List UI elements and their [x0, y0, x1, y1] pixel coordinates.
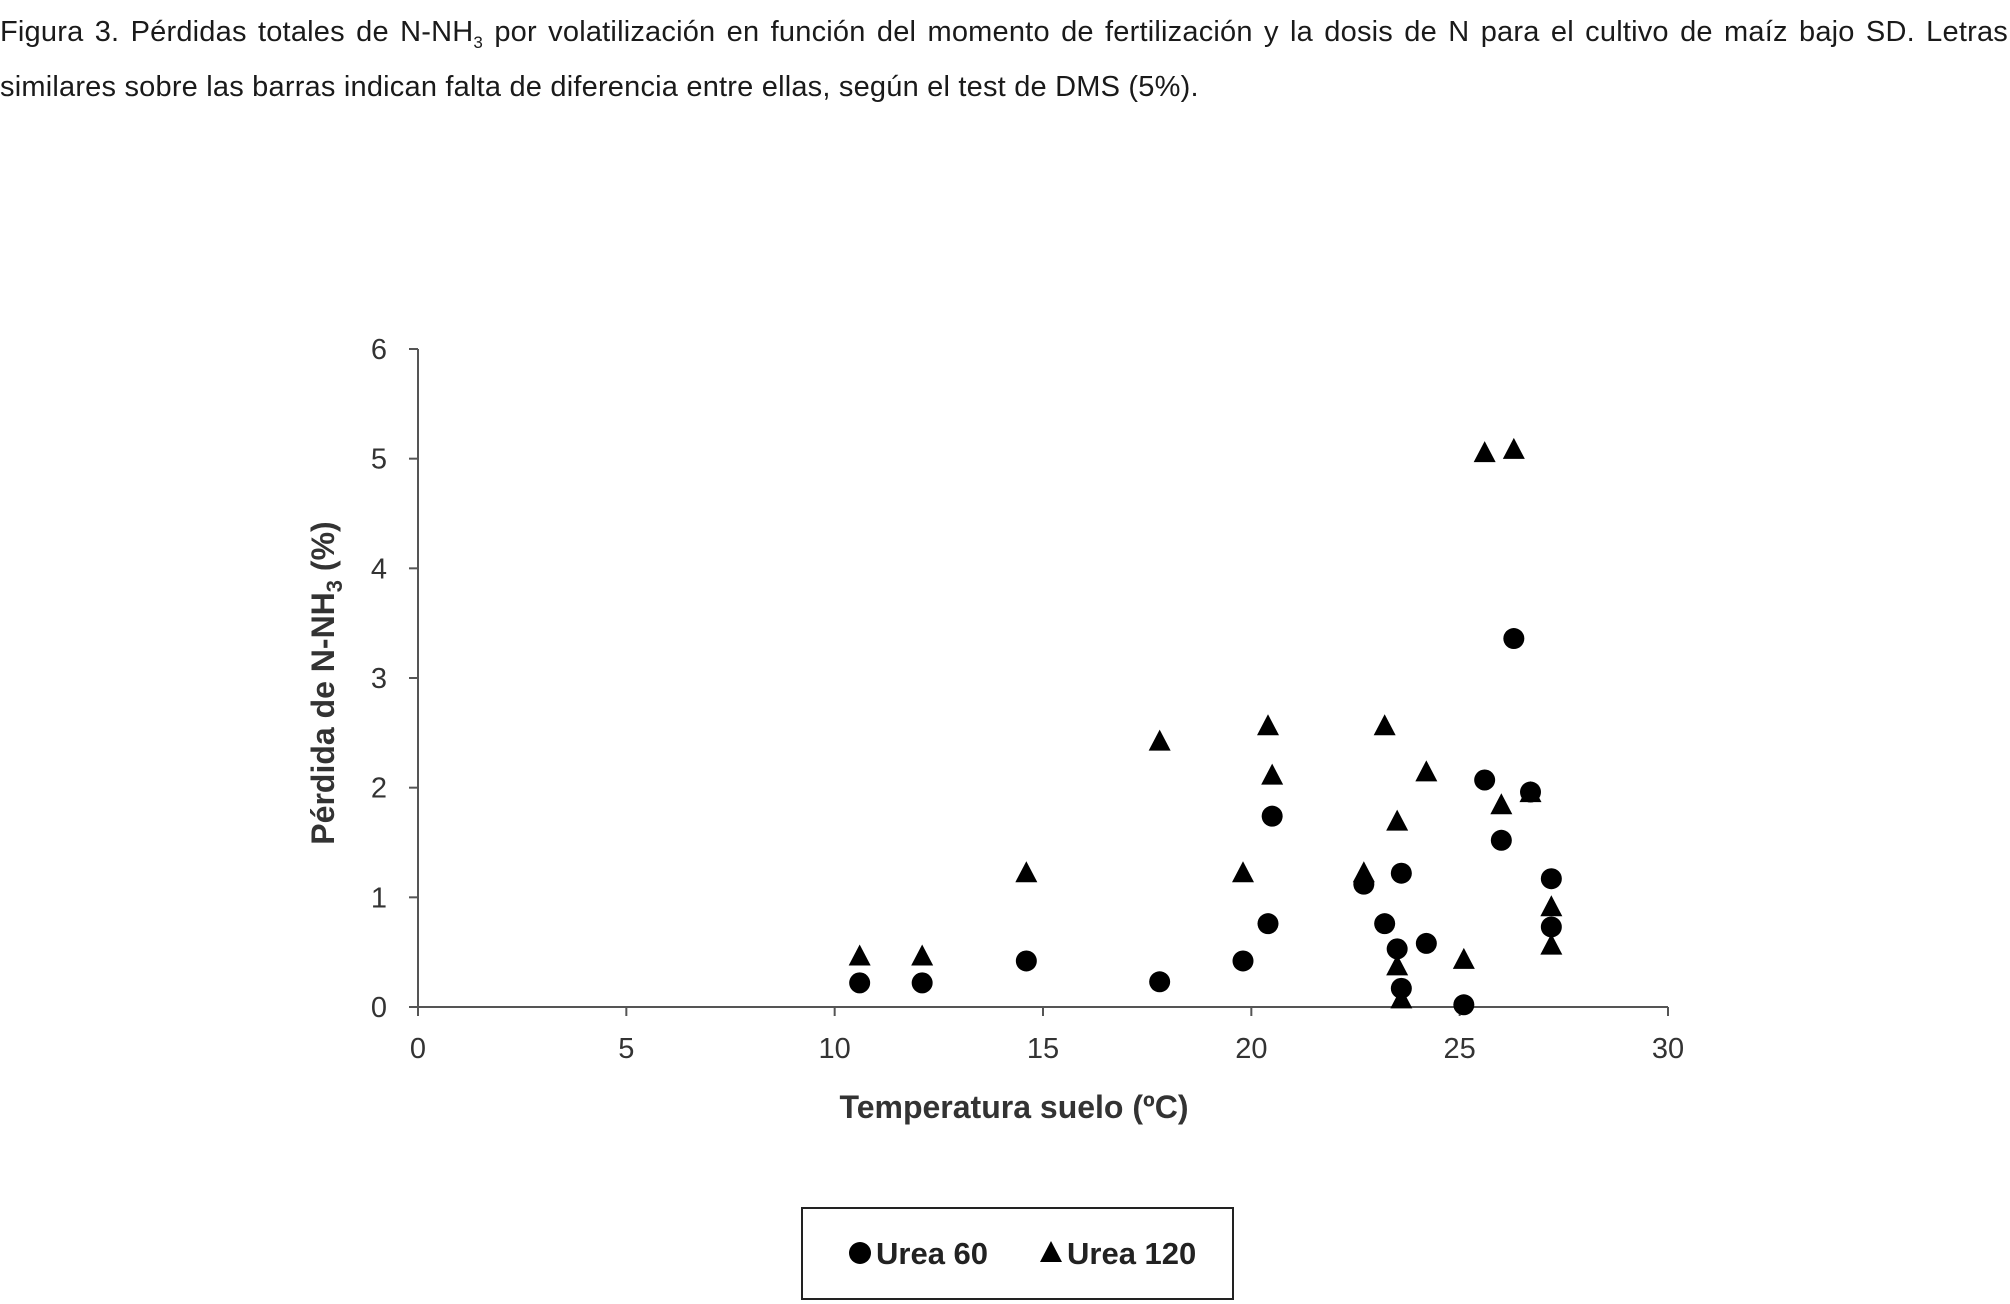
- x-tick-label: 30: [1652, 1033, 1684, 1065]
- series-urea-120: [848, 437, 1563, 1009]
- data-point-triangle: [1415, 760, 1438, 782]
- data-point-triangle: [1352, 861, 1375, 883]
- axes: [417, 349, 1668, 1008]
- data-point-circle: [1490, 829, 1512, 851]
- data-point-circle: [1390, 862, 1412, 884]
- data-point-triangle: [911, 944, 934, 966]
- data-point-triangle: [1519, 781, 1542, 803]
- data-point-triangle: [1386, 809, 1409, 831]
- caption-subscript: 3: [473, 32, 484, 52]
- ticks: 0 5 10 15 20 25 30 0 1 2 3 4 5 6: [371, 334, 1684, 1065]
- data-point-circle: [1257, 913, 1279, 935]
- data-point-triangle: [1261, 763, 1284, 785]
- y-tick-label: 5: [371, 444, 387, 476]
- data-point-triangle: [1540, 933, 1563, 955]
- y-tick-label: 1: [371, 882, 387, 914]
- data-point-circle: [911, 972, 933, 994]
- data-point-triangle: [1473, 441, 1496, 463]
- data-point-circle: [1386, 938, 1408, 960]
- x-tick-label: 0: [410, 1033, 426, 1065]
- legend-marker-urea-60: [849, 1242, 871, 1264]
- data-point-triangle: [1540, 895, 1563, 917]
- x-tick-label: 25: [1444, 1033, 1476, 1065]
- y-tick-label: 0: [371, 992, 387, 1024]
- data-point-triangle: [848, 944, 871, 966]
- data-point-triangle: [1373, 714, 1396, 736]
- data-point-circle: [1453, 994, 1475, 1016]
- legend-label-urea-120: Urea 120: [1067, 1236, 1196, 1271]
- figure-caption: Figura 3. Pérdidas totales de N-NH3 por …: [0, 10, 2008, 109]
- y-axis-title: Pérdida de N-NH3 (%): [305, 521, 347, 844]
- y-tick-label: 4: [371, 553, 387, 585]
- caption-text-start: Figura 3. Pérdidas totales de N-NH: [0, 16, 474, 48]
- data-point-circle: [1540, 868, 1562, 890]
- data-point-triangle: [1232, 861, 1254, 883]
- data-point-circle: [1261, 805, 1283, 827]
- legend-box: [801, 1207, 1234, 1300]
- series-urea-60: [849, 628, 1562, 1016]
- data-point-triangle: [1502, 437, 1525, 459]
- x-tick-label: 5: [618, 1033, 634, 1065]
- data-point-triangle: [1257, 714, 1279, 736]
- y-axis-title-main: Pérdida de N-NH: [305, 592, 341, 844]
- data-point-triangle: [1386, 954, 1409, 976]
- x-axis-title: Temperatura suelo (ºC): [840, 1089, 1189, 1125]
- data-point-triangle: [1490, 793, 1513, 815]
- y-tick-label: 2: [371, 773, 387, 805]
- x-tick-label: 20: [1235, 1033, 1267, 1065]
- legend-label-urea-60: Urea 60: [876, 1236, 988, 1271]
- data-point-circle: [1149, 971, 1171, 993]
- y-tick-label: 6: [371, 334, 387, 366]
- x-tick-label: 10: [819, 1033, 851, 1065]
- data-point-circle: [1232, 950, 1254, 972]
- y-axis-title-end: (%): [305, 521, 341, 580]
- data-point-circle: [1015, 950, 1037, 972]
- data-point-triangle: [1390, 987, 1413, 1009]
- data-point-circle: [1474, 769, 1496, 791]
- data-points: [848, 437, 1563, 1016]
- data-point-circle: [1374, 913, 1396, 935]
- x-tick-label: 15: [1027, 1033, 1059, 1065]
- y-axis-title-sub: 3: [322, 580, 347, 592]
- data-point-circle: [1540, 916, 1562, 938]
- legend: Urea 60 Urea 120: [801, 1207, 1234, 1300]
- data-point-triangle: [1148, 729, 1171, 751]
- y-tick-label: 3: [371, 663, 387, 695]
- data-point-circle: [849, 972, 871, 994]
- data-point-circle: [1415, 932, 1437, 954]
- data-point-triangle: [1015, 861, 1038, 883]
- data-point-triangle: [1452, 947, 1475, 969]
- caption-text-end: por volatilización en función del moment…: [0, 16, 2008, 103]
- data-point-circle: [1503, 628, 1525, 650]
- legend-marker-urea-120: [1040, 1241, 1062, 1262]
